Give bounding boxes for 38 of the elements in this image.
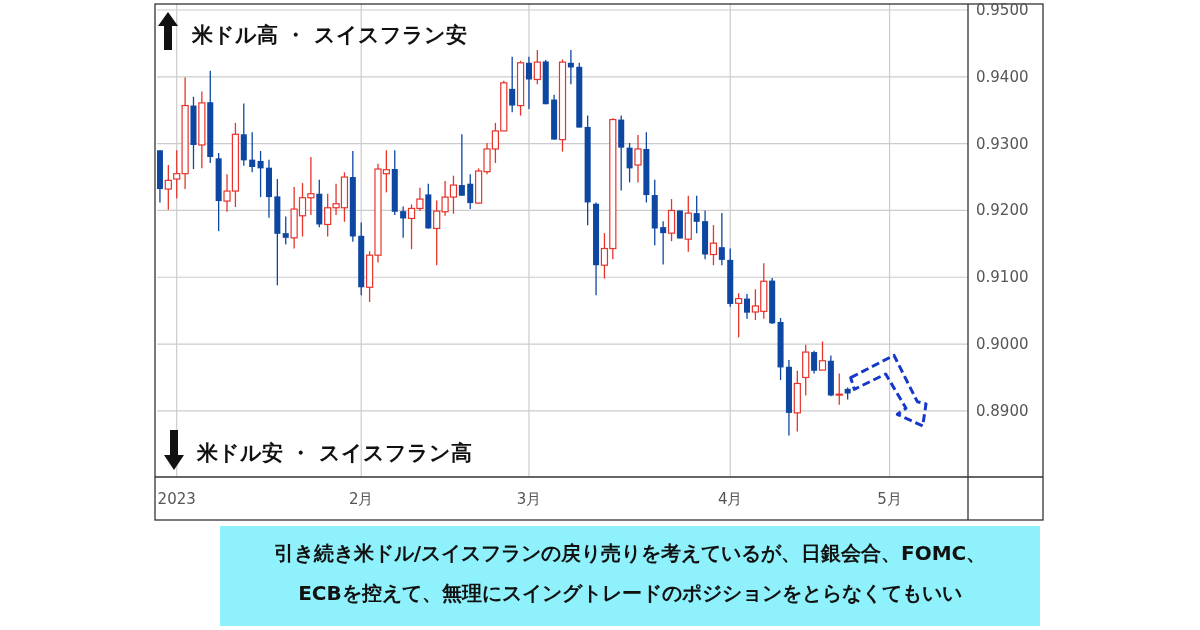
candlestick: [735, 292, 743, 339]
candlestick: [533, 49, 541, 85]
y-tick-label: 0.9000: [976, 335, 1029, 354]
x-tick-label: 4月: [717, 490, 743, 508]
candlestick: [667, 198, 676, 242]
x-tick-label: 2023: [157, 490, 196, 508]
candlestick: [257, 150, 264, 198]
candlestick: [718, 212, 725, 266]
annotation: 米ドル高 ・ スイスフラン安: [191, 23, 467, 47]
candlestick: [626, 142, 633, 184]
text: 引き続き米ドル/スイスフランの戻り売りを考えているが、日銀会合、FOMC、: [273, 541, 987, 565]
candlestick: [835, 372, 843, 406]
candlestick: [693, 195, 700, 234]
candlestick: [400, 205, 407, 239]
candlestick: [709, 224, 718, 266]
annotation: 米ドル安 ・ スイスフラン高: [196, 441, 472, 465]
candlestick: [811, 350, 818, 375]
candlestick: [467, 173, 474, 210]
candlestick: [743, 293, 751, 320]
text: ECBを控えて、無理にスイングトレードのポジションをとらなくてもいい: [298, 581, 962, 605]
x-tick-label: 5月: [877, 490, 902, 508]
y-tick-label: 0.9100: [976, 268, 1029, 287]
candlestick: [634, 134, 642, 184]
candlestick: [249, 131, 256, 174]
candlestick: [164, 164, 172, 211]
y-tick-label: 0.9400: [976, 67, 1029, 86]
x-tick-label: 3月: [516, 490, 542, 508]
candlestick: [525, 56, 532, 110]
candlestick: [458, 133, 465, 197]
candlestick: [818, 340, 827, 371]
candlestick: [282, 215, 289, 246]
y-tick-label: 0.8900: [976, 401, 1029, 420]
y-tick-label: 0.9300: [976, 134, 1029, 153]
x-tick-label: 2月: [348, 490, 374, 508]
y-tick-label: 0.9200: [976, 201, 1029, 220]
candlestick: [660, 220, 667, 266]
candlestick: [509, 56, 516, 113]
y-tick-label: 0.9500: [976, 1, 1029, 20]
